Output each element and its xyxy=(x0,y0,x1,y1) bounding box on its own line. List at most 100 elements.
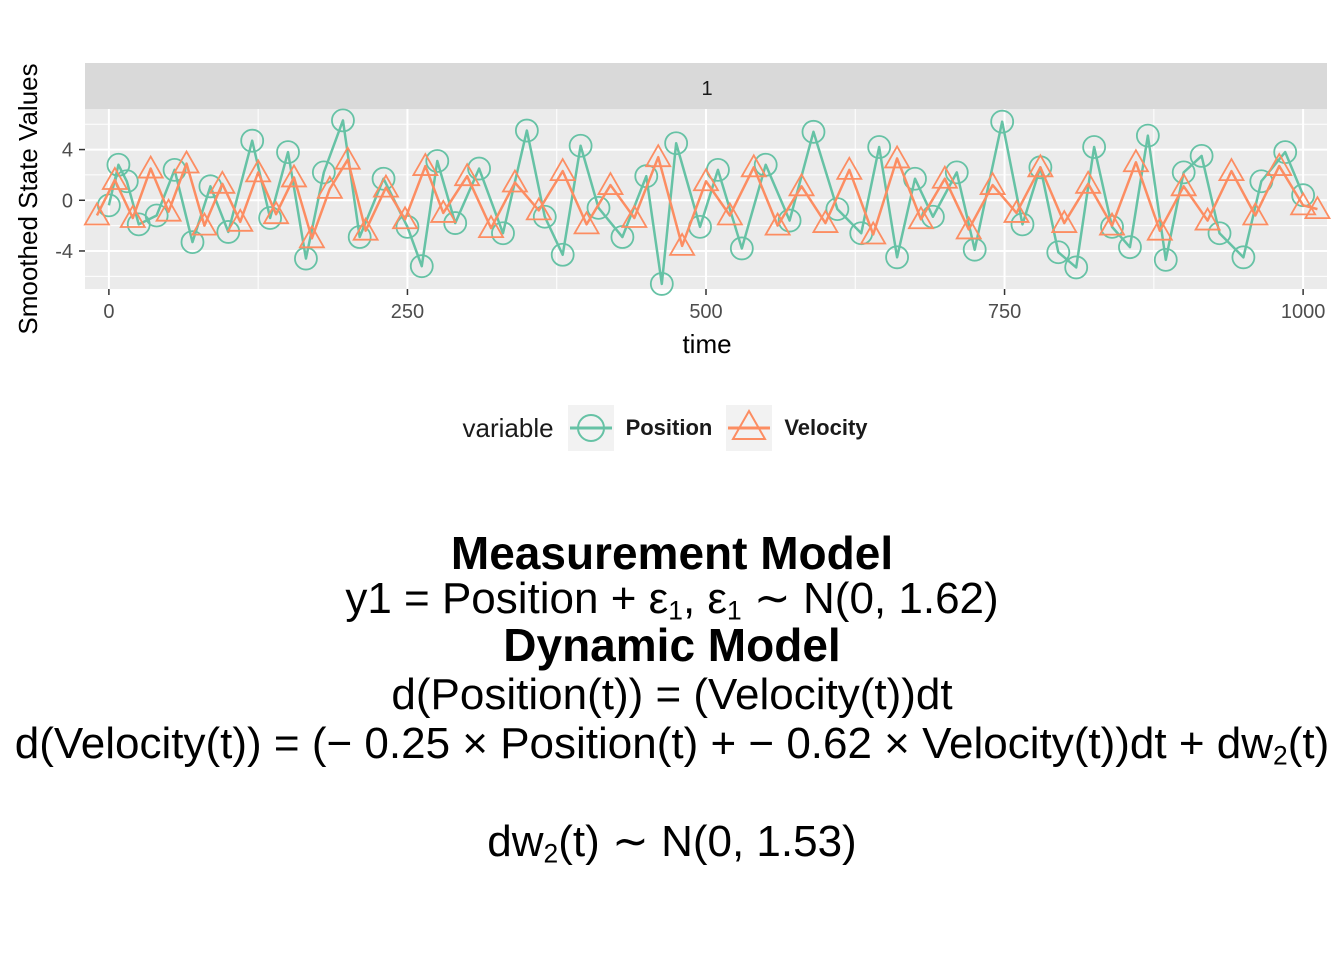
position-point xyxy=(1064,255,1089,280)
velocity-point xyxy=(692,167,720,192)
facet-strip xyxy=(85,63,1327,109)
y-tick-label: 4 xyxy=(62,140,73,162)
velocity-point xyxy=(644,143,672,168)
velocity-point xyxy=(262,200,290,225)
x-tick-label: 500 xyxy=(689,301,722,323)
position-point xyxy=(1189,144,1214,168)
velocity-point xyxy=(391,205,419,230)
x-tick-label: 750 xyxy=(988,301,1021,323)
velocity-point xyxy=(787,172,816,197)
velocity-point xyxy=(1146,216,1174,241)
velocity-point xyxy=(208,169,236,194)
velocity-point xyxy=(883,144,911,169)
x-axis-title: time xyxy=(682,329,731,359)
position-point xyxy=(443,211,468,235)
velocity-point xyxy=(429,199,457,223)
velocity-point xyxy=(1098,211,1126,236)
velocity-point xyxy=(835,156,863,180)
position-point xyxy=(331,108,355,133)
velocity-point xyxy=(573,210,601,235)
position-point xyxy=(180,230,205,254)
position-point xyxy=(347,225,372,249)
smoothed-state-chart: 1 0 250 500 750 1000 -4 0 4 time Smoothed State… xyxy=(13,63,1331,359)
position-point xyxy=(467,156,491,181)
velocity-point xyxy=(620,204,648,228)
measurement-equation: y1 = Position + ε1, ε1 ∼ N(0, 1.62) xyxy=(345,574,999,626)
legend-label-position: Position xyxy=(625,415,713,440)
velocity-series xyxy=(83,143,1331,256)
velocity-point xyxy=(1122,148,1150,173)
dynamic-equation-position: d(Position(t)) = (Velocity(t))dt xyxy=(391,670,953,719)
velocity-point xyxy=(549,157,577,182)
y-tick-label: 0 xyxy=(62,190,73,212)
position-point xyxy=(276,140,300,164)
position-point xyxy=(649,272,674,296)
velocity-point xyxy=(811,209,839,233)
velocity-point xyxy=(1303,195,1331,220)
velocity-point xyxy=(501,168,529,193)
velocity-point xyxy=(316,175,344,199)
x-tick-label: 0 xyxy=(103,301,114,323)
position-point xyxy=(371,166,396,191)
velocity-point xyxy=(955,215,983,240)
x-tick-label: 250 xyxy=(391,301,424,323)
velocity-point xyxy=(716,201,744,226)
axes: 0 250 500 750 1000 -4 0 4 xyxy=(55,140,1325,323)
position-point xyxy=(1153,247,1178,272)
position-point xyxy=(1010,212,1035,237)
position-point xyxy=(409,254,434,279)
velocity-point xyxy=(155,197,183,222)
legend: variable Position Velocity xyxy=(0,400,1344,456)
position-point xyxy=(514,118,539,143)
position-point xyxy=(491,221,515,246)
velocity-point xyxy=(298,224,326,249)
velocity-line xyxy=(95,155,1318,248)
velocity-point xyxy=(190,211,218,236)
position-point xyxy=(568,133,593,158)
legend-title: variable xyxy=(462,412,554,443)
legend-label-velocity: Velocity xyxy=(784,415,868,440)
velocity-point xyxy=(1241,201,1269,226)
velocity-point xyxy=(1170,172,1198,197)
facet-strip-label: 1 xyxy=(701,78,712,100)
velocity-point xyxy=(83,201,111,226)
position-line xyxy=(107,119,1305,286)
velocity-point xyxy=(137,154,165,179)
position-point xyxy=(777,208,802,233)
legend-key-position xyxy=(567,405,614,451)
position-point xyxy=(1135,123,1160,148)
x-tick-label: 1000 xyxy=(1281,301,1326,323)
velocity-point xyxy=(764,211,792,236)
position-point xyxy=(990,109,1015,134)
noise-equation: dw2(t) ∼ N(0, 1.53) xyxy=(487,817,857,869)
velocity-point xyxy=(1026,153,1054,178)
position-point xyxy=(425,149,450,173)
position-point xyxy=(532,204,557,229)
velocity-point xyxy=(352,216,380,241)
position-point xyxy=(1231,245,1256,270)
y-axis-title: Smoothed State Values xyxy=(13,63,43,334)
velocity-point xyxy=(1265,152,1293,176)
position-point xyxy=(144,203,169,228)
position-point xyxy=(729,236,754,261)
position-point xyxy=(1046,240,1071,265)
position-point xyxy=(240,128,265,153)
velocity-point xyxy=(372,173,400,198)
velocity-point xyxy=(1050,209,1078,233)
position-point xyxy=(216,220,241,244)
velocity-point xyxy=(1194,206,1222,231)
velocity-point xyxy=(119,204,147,228)
measurement-model-heading: Measurement Model xyxy=(450,527,894,579)
position-point xyxy=(162,157,187,182)
position-point xyxy=(944,160,969,185)
position-point xyxy=(1100,214,1124,239)
velocity-point xyxy=(1289,191,1317,216)
y-tick-label: -4 xyxy=(55,241,73,263)
position-point xyxy=(885,245,909,270)
position-point xyxy=(1207,221,1232,246)
position-point xyxy=(550,242,575,267)
position-point xyxy=(258,206,283,230)
position-point xyxy=(664,131,689,156)
velocity-point xyxy=(244,158,272,183)
velocity-point xyxy=(596,171,625,195)
